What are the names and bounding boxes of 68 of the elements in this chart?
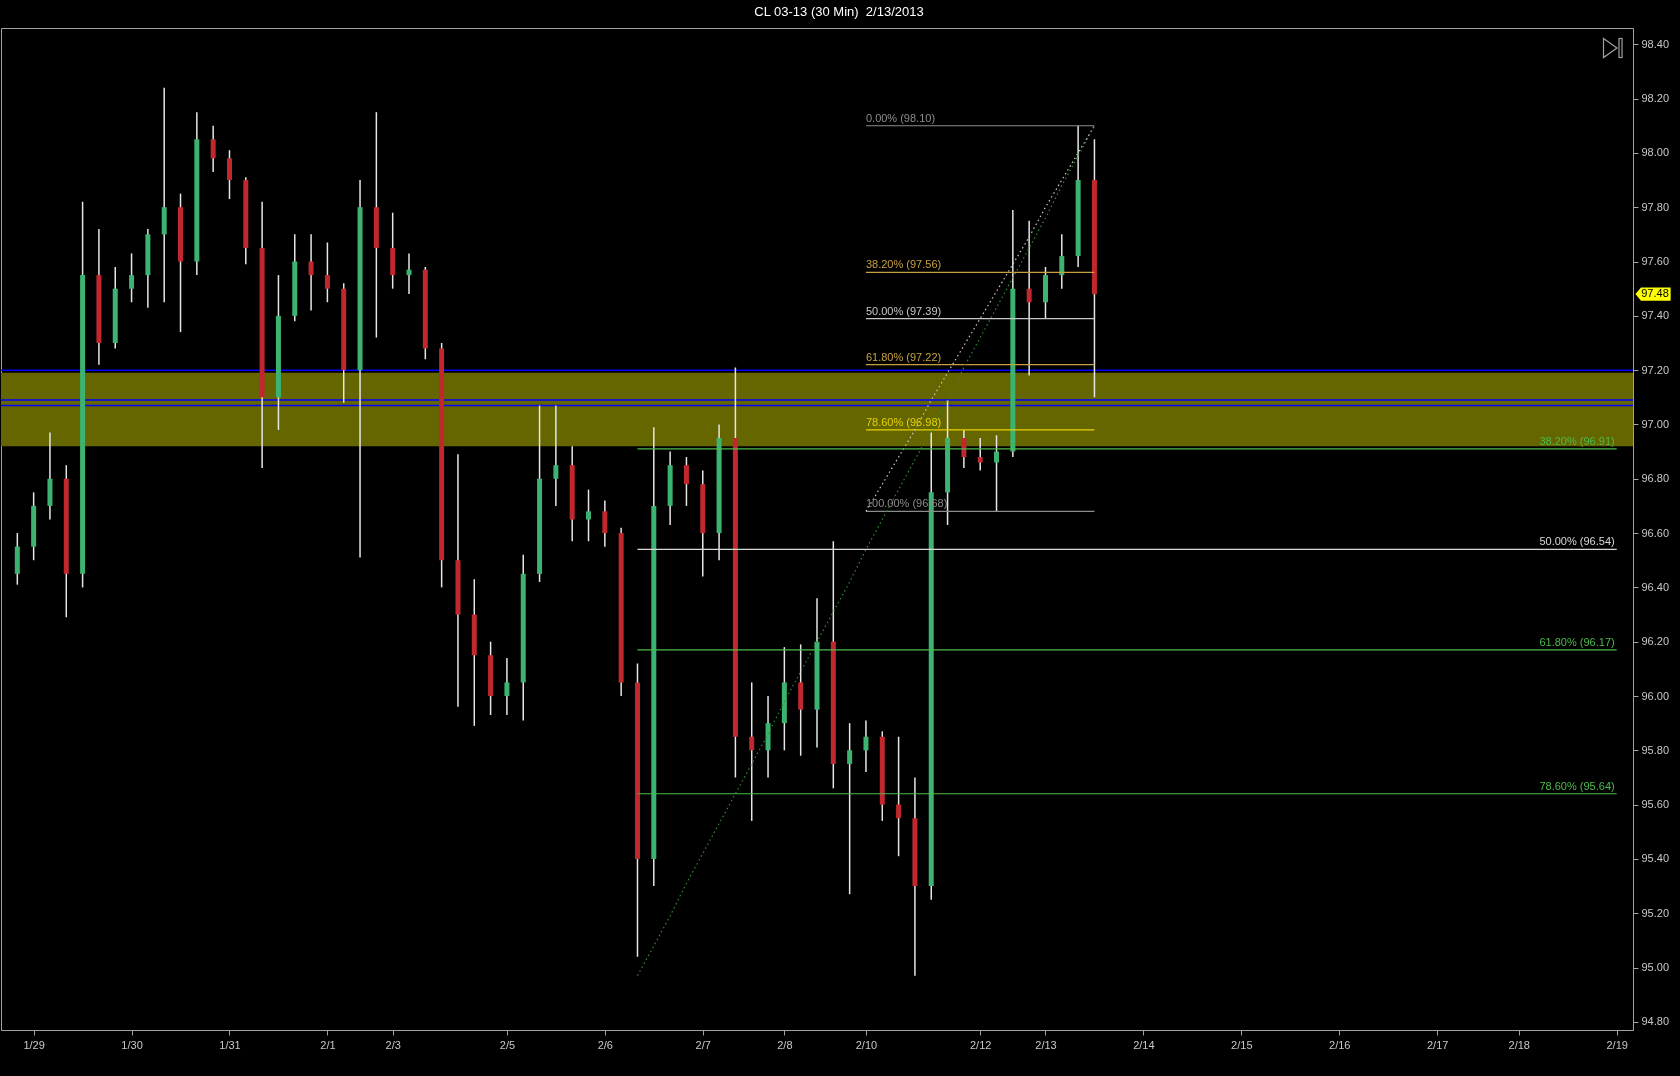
y-tick-label: 94.80 — [1641, 1015, 1670, 1028]
y-tick-label: 97.40 — [1641, 309, 1670, 322]
y-tick-label: 97.00 — [1641, 417, 1670, 430]
x-tick-label: 2/18 — [1508, 1038, 1530, 1051]
candlestick — [977, 437, 983, 472]
candlestick — [586, 488, 592, 542]
x-tick-label: 2/15 — [1231, 1038, 1253, 1051]
candlestick — [1059, 233, 1065, 290]
candlestick — [847, 722, 853, 895]
x-tick-label: 2/14 — [1133, 1038, 1155, 1051]
y-tick-label: 96.20 — [1641, 635, 1670, 648]
x-tick-label: 2/10 — [855, 1038, 878, 1051]
chart-title: CL 03-13 (30 Min) 2/13/2013 — [754, 4, 924, 19]
candlestick — [129, 252, 135, 304]
candlestick — [504, 657, 510, 716]
x-tick-label: 2/13 — [1035, 1038, 1057, 1051]
y-tick-label: 95.40 — [1641, 852, 1670, 865]
annotation: 78.60% (96.98) — [865, 415, 942, 428]
candlestick — [553, 404, 559, 507]
y-tick-label: 96.40 — [1641, 580, 1670, 593]
x-tick-label: 2/1 — [320, 1038, 336, 1051]
x-tick-label: 2/12 — [969, 1038, 992, 1051]
y-tick-label: 95.80 — [1641, 743, 1670, 756]
y-tick-label: 97.60 — [1641, 255, 1670, 268]
x-tick-label: 2/17 — [1426, 1038, 1449, 1051]
candlestick — [210, 125, 216, 173]
annotation: 38.20% (96.91) — [1539, 434, 1615, 447]
y-tick-label: 96.60 — [1641, 526, 1670, 539]
candlestick — [308, 233, 314, 312]
candlestick — [749, 681, 755, 822]
y-tick-label: 98.40 — [1641, 37, 1670, 50]
line-series — [636, 125, 1096, 977]
y-tick-label: 96.80 — [1641, 472, 1670, 485]
annotation: 50.00% (97.39) — [865, 304, 942, 317]
candlestick — [226, 149, 232, 200]
annotation: 97.48 — [1641, 287, 1669, 300]
x-tick-label: 2/5 — [499, 1038, 516, 1051]
candlestick — [863, 719, 869, 773]
x-tick-label: 2/16 — [1329, 1038, 1351, 1051]
y-tick-label: 97.80 — [1641, 200, 1670, 213]
annotation: 50.00% (96.54) — [1539, 535, 1615, 548]
x-tick-label: 2/8 — [777, 1038, 793, 1051]
x-tick-label: 1/31 — [219, 1038, 241, 1051]
candlestick — [406, 252, 412, 295]
y-tick-label: 96.00 — [1641, 689, 1670, 702]
annotation: 78.60% (95.64) — [1539, 779, 1615, 792]
annotation: 61.80% (96.17) — [1539, 635, 1615, 648]
y-tick-label: 98.20 — [1641, 92, 1670, 105]
x-tick-label: 2/3 — [385, 1038, 401, 1051]
annotation: 61.80% (97.22) — [865, 350, 942, 363]
candlestick — [324, 241, 330, 304]
candlestick — [602, 499, 608, 548]
x-tick-label: 2/6 — [597, 1038, 613, 1051]
y-tick-label: 97.20 — [1641, 363, 1670, 376]
y-tick-label: 95.20 — [1641, 906, 1670, 919]
annotation: 0.00% (98.10) — [865, 111, 936, 124]
candlestick — [1026, 220, 1032, 377]
x-tick-label: 1/29 — [23, 1038, 45, 1051]
x-tick-label: 2/19 — [1606, 1038, 1628, 1051]
x-tick-label: 2/7 — [695, 1038, 711, 1051]
candlestick — [683, 456, 689, 507]
candlestick — [896, 735, 902, 857]
candlestick — [994, 434, 1000, 513]
annotation: 38.20% (97.56) — [865, 258, 942, 271]
y-tick-label: 95.60 — [1641, 798, 1670, 811]
y-tick-label: 95.00 — [1641, 961, 1670, 974]
x-tick-label: 1/30 — [121, 1038, 143, 1051]
y-tick-label: 98.00 — [1641, 146, 1670, 159]
